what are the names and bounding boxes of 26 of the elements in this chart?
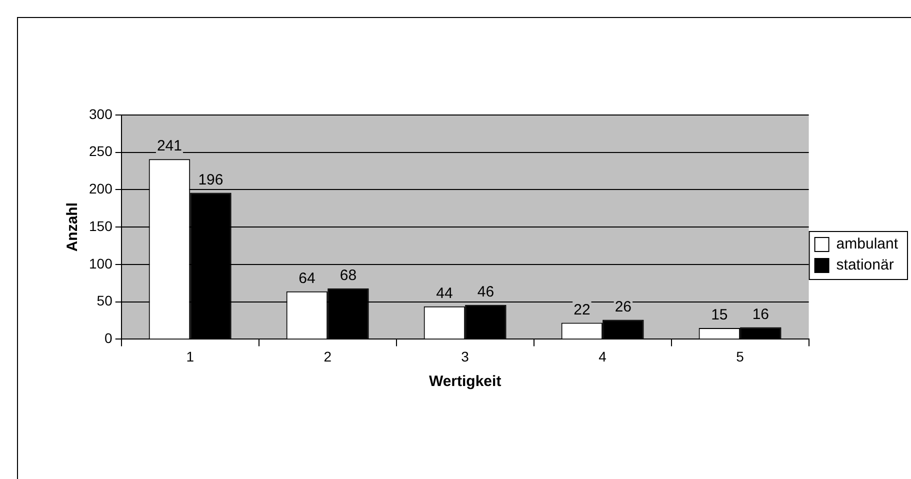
legend-label: ambulant bbox=[836, 236, 899, 253]
x-tick-label: 2 bbox=[324, 348, 332, 364]
data-label: 68 bbox=[340, 267, 357, 284]
x-tick-label: 3 bbox=[461, 348, 470, 364]
y-tick-label: 150 bbox=[89, 218, 113, 234]
data-label: 22 bbox=[574, 301, 590, 318]
x-axis-title: Wertigkeit bbox=[428, 373, 502, 390]
data-label: 46 bbox=[477, 283, 494, 300]
data-label: 44 bbox=[436, 284, 453, 302]
data-label: 26 bbox=[614, 298, 632, 316]
y-tick-label: 200 bbox=[89, 180, 113, 197]
data-label: 64 bbox=[298, 270, 316, 288]
data-label: 241 bbox=[156, 138, 182, 155]
y-tick-label: 250 bbox=[89, 143, 113, 160]
x-tick-label: 5 bbox=[736, 348, 744, 364]
data-label: 16 bbox=[752, 306, 770, 323]
x-tick-label: 1 bbox=[186, 348, 194, 364]
data-label: 15 bbox=[711, 306, 728, 324]
y-tick-label: 50 bbox=[96, 292, 113, 309]
y-axis-title: Anzahl bbox=[64, 202, 82, 252]
y-tick-label: 300 bbox=[89, 106, 113, 122]
legend-label: stationär bbox=[836, 256, 894, 274]
y-tick-label: 100 bbox=[89, 255, 113, 272]
data-label: 196 bbox=[198, 171, 224, 188]
x-tick-label: 4 bbox=[598, 348, 607, 364]
y-tick-label: 0 bbox=[104, 330, 113, 346]
